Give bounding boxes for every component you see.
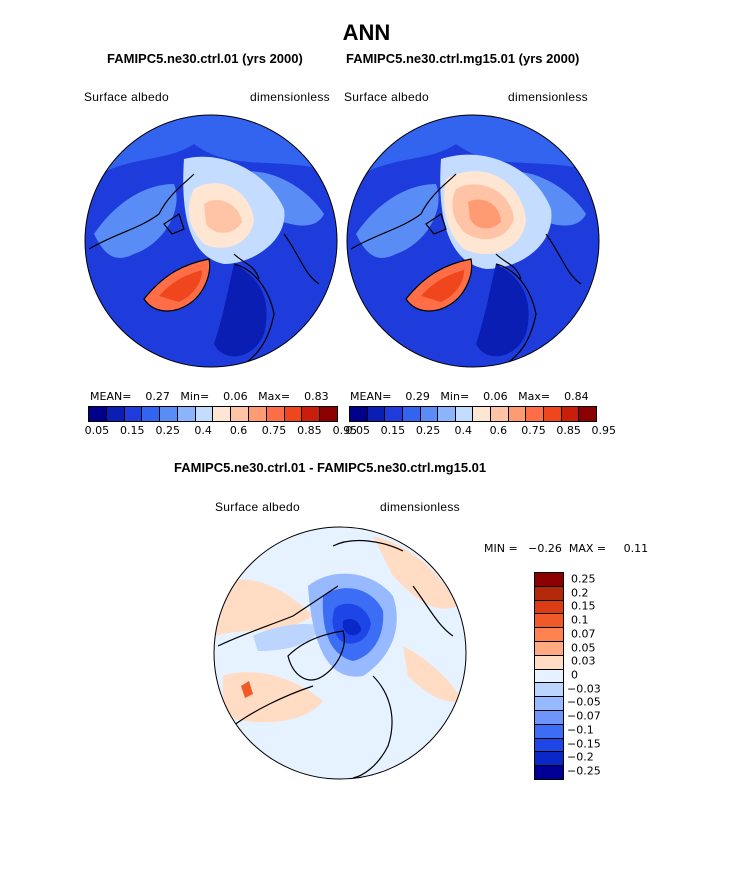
panel-2-colorbar-ticks: 0.05 0.15 0.25 0.4 0.6 0.75 0.85 0.95 [345, 424, 617, 438]
colorbar-swatch [350, 407, 368, 421]
colorbar-tick-label: 0.15 [120, 424, 145, 437]
diff-colorbar-ticks: 0.25 0.2 0.15 0.1 0.07 0.05 0.03 0 −0.03 −0.05 −0.… [567, 572, 627, 778]
colorbar-swatch [160, 407, 178, 421]
colorbar-swatch [385, 407, 403, 421]
colorbar-tick-label: −0.1 [567, 723, 594, 737]
colorbar-swatch [266, 407, 285, 421]
colorbar-swatch [579, 407, 596, 421]
colorbar-swatch [89, 407, 107, 421]
colorbar-tick-label: −0.15 [567, 737, 601, 751]
colorbar-swatch [561, 407, 580, 421]
colorbar-tick-label: 0.85 [556, 424, 581, 437]
colorbar-tick-label: 0.15 [571, 599, 596, 613]
colorbar-tick-label: 0.75 [521, 424, 546, 437]
colorbar-tick-label: 0.6 [229, 424, 248, 437]
colorbar-tick-label: 0.25 [155, 424, 180, 437]
colorbar-swatch [535, 628, 563, 642]
panel-1-colorbar-ticks: 0.05 0.15 0.25 0.4 0.6 0.75 0.85 0.95 [84, 424, 358, 438]
colorbar-tick-label: 0.95 [591, 424, 617, 437]
colorbar-swatch [535, 697, 563, 711]
colorbar-swatch [213, 407, 232, 421]
colorbar-swatch [535, 752, 563, 767]
panel-2-colorbar [349, 406, 597, 422]
colorbar-tick-label: −0.2 [567, 750, 594, 764]
colorbar-swatch [438, 407, 456, 421]
colorbar-tick-label: 0.25 [415, 424, 441, 437]
colorbar-swatch [124, 407, 143, 421]
colorbar-swatch [535, 724, 563, 739]
figure-title: ANN [342, 20, 391, 45]
colorbar-swatch [535, 614, 563, 629]
colorbar-tick-label: −0.03 [567, 682, 601, 696]
colorbar-swatch [535, 600, 563, 615]
colorbar-swatch [195, 407, 214, 421]
diff-colorbar [534, 572, 564, 780]
colorbar-tick-label: 0.1 [571, 613, 589, 627]
colorbar-tick-label: 0.05 [84, 424, 110, 437]
colorbar-tick-label: 0.4 [194, 424, 212, 437]
colorbar-swatch [142, 407, 161, 421]
diff-minmax: MIN = −0.26 MAX = 0.11 [484, 542, 649, 555]
panel-1-variable: Surface albedo [84, 90, 169, 104]
colorbar-tick-label: 0.15 [380, 424, 406, 437]
colorbar-tick-label: 0.95 [332, 424, 358, 437]
colorbar-swatch [249, 407, 267, 421]
diff-map [213, 526, 467, 780]
colorbar-tick-label: 0.25 [571, 572, 596, 586]
colorbar-swatch [402, 407, 421, 421]
colorbar-swatch [535, 573, 563, 587]
colorbar-swatch [106, 407, 125, 421]
colorbar-swatch [544, 407, 562, 421]
colorbar-tick-label: 0.85 [297, 424, 322, 437]
colorbar-swatch [491, 407, 509, 421]
panel-1-units: dimensionless [250, 90, 330, 104]
panel-1-stats: MEAN= 0.27 Min= 0.06 Max= 0.83 [90, 390, 329, 403]
colorbar-swatch [177, 407, 196, 421]
colorbar-tick-label: 0.05 [571, 641, 596, 655]
colorbar-tick-label: 0.2 [571, 586, 589, 600]
colorbar-swatch [535, 669, 563, 684]
colorbar-swatch [508, 407, 527, 421]
colorbar-swatch [535, 766, 563, 779]
colorbar-swatch [455, 407, 474, 421]
panel-1-map [84, 114, 338, 368]
panel-1-colorbar [88, 406, 338, 422]
colorbar-tick-label: 0 [571, 668, 578, 682]
colorbar-tick-label: −0.07 [567, 709, 601, 723]
colorbar-swatch [535, 738, 563, 753]
diff-variable: Surface albedo [215, 500, 300, 514]
colorbar-swatch [473, 407, 492, 421]
colorbar-tick-label: 0.75 [261, 424, 287, 437]
diff-case-title: FAMIPC5.ne30.ctrl.01 - FAMIPC5.ne30.ctrl… [174, 460, 487, 475]
colorbar-swatch [535, 683, 563, 698]
colorbar-swatch [535, 655, 563, 670]
panel-2-case-title: FAMIPC5.ne30.ctrl.mg15.01 (yrs 2000) [346, 51, 580, 66]
panel-1-case-title: FAMIPC5.ne30.ctrl.01 (yrs 2000) [107, 51, 303, 66]
colorbar-swatch [284, 407, 303, 421]
colorbar-swatch [231, 407, 250, 421]
colorbar-swatch [320, 407, 337, 421]
colorbar-tick-label: 0.07 [571, 627, 596, 641]
colorbar-swatch [526, 407, 545, 421]
panel-2-variable: Surface albedo [344, 90, 429, 104]
panel-2-stats: MEAN= 0.29 Min= 0.06 Max= 0.84 [350, 390, 589, 403]
colorbar-tick-label: 0.05 [345, 424, 371, 437]
colorbar-swatch [302, 407, 321, 421]
colorbar-tick-label: 0.6 [489, 424, 508, 437]
colorbar-swatch [535, 586, 563, 601]
panel-2-map [346, 114, 600, 368]
colorbar-tick-label: −0.25 [567, 764, 601, 778]
colorbar-tick-label: 0.03 [571, 654, 596, 668]
colorbar-swatch [420, 407, 439, 421]
panel-2-units: dimensionless [508, 90, 588, 104]
colorbar-tick-label: 0.4 [454, 424, 472, 437]
colorbar-swatch [535, 710, 563, 725]
colorbar-tick-label: −0.05 [567, 695, 601, 709]
colorbar-swatch [367, 407, 386, 421]
diff-units: dimensionless [380, 500, 460, 514]
colorbar-swatch [535, 641, 563, 656]
